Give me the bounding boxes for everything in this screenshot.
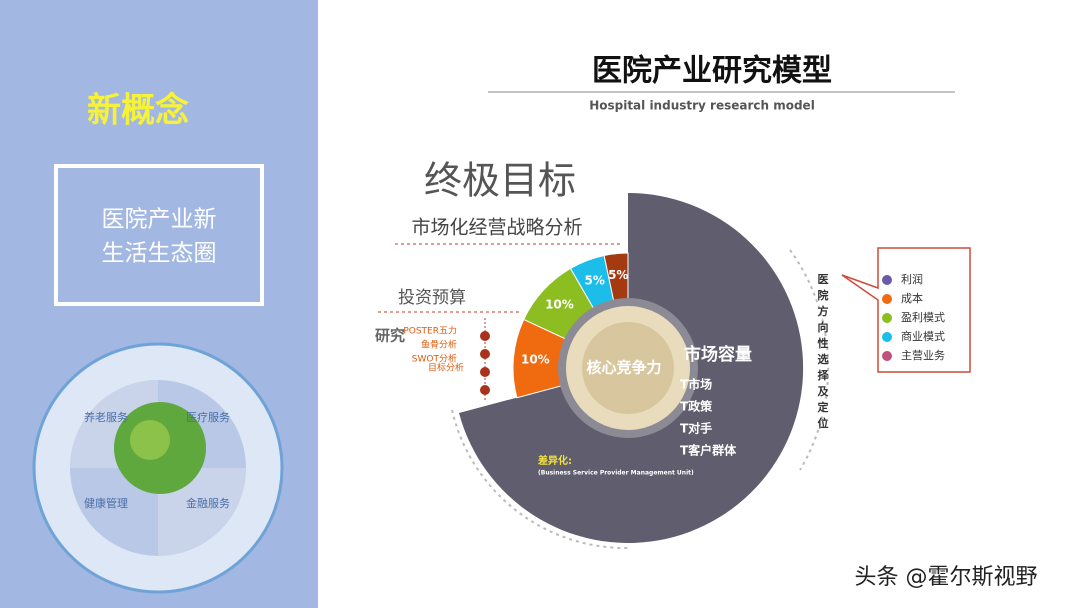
method-dot bbox=[480, 331, 490, 341]
method-dot bbox=[480, 367, 490, 377]
legend-label: 成本 bbox=[901, 291, 923, 305]
method: POSTER五力 bbox=[403, 325, 457, 337]
legend-box bbox=[841, 247, 971, 373]
eco-label: 金融服务 bbox=[186, 496, 230, 510]
market: 市场容量 bbox=[684, 344, 752, 365]
legend-swatch bbox=[882, 332, 892, 342]
goal: 终极目标 bbox=[424, 159, 576, 203]
research: 研究 bbox=[375, 327, 405, 345]
clock-inner bbox=[582, 322, 674, 414]
ecosystem: 养老服务 医疗服务 健康管理 金融服务 bbox=[32, 342, 284, 594]
legend-label: 利润 bbox=[901, 272, 923, 286]
box-text: 医院产业新 bbox=[102, 207, 217, 233]
wedge-label: 10% bbox=[545, 298, 574, 312]
box-text: 生活生态圈 bbox=[102, 241, 217, 267]
title: 医院产业研究模型 bbox=[592, 54, 832, 89]
legend-swatch bbox=[882, 275, 892, 285]
market-item: T市场 bbox=[680, 377, 712, 392]
differentiation: 差异化: bbox=[538, 454, 572, 467]
globe-detail bbox=[130, 420, 170, 460]
arc-guide bbox=[451, 409, 629, 550]
headline: 新概念 bbox=[87, 91, 189, 131]
wedge-label: 10% bbox=[521, 352, 550, 366]
side-label: 医院方向性选择及定位 bbox=[818, 273, 830, 430]
method-dot bbox=[480, 385, 490, 395]
core: 核心竞争力 bbox=[586, 359, 661, 377]
strategy: 市场化经营战略分析 bbox=[411, 217, 582, 239]
differentiation-note: (Business Service Provider Management Un… bbox=[538, 470, 694, 477]
method: SWOT分析 bbox=[412, 353, 457, 365]
legend-label: 主营业务 bbox=[901, 348, 945, 362]
legend-swatch bbox=[882, 313, 892, 323]
legend-label: 商业模式 bbox=[901, 329, 945, 343]
legend-swatch bbox=[882, 351, 892, 361]
wedge-label: 5% bbox=[608, 268, 628, 282]
market-item: T客户群体 bbox=[680, 443, 737, 458]
eco-label: 养老服务 bbox=[84, 410, 128, 424]
eco-quadrant bbox=[158, 468, 246, 556]
wedge-label: 5% bbox=[584, 274, 604, 288]
legend-label: 盈利模式 bbox=[901, 311, 945, 324]
eco-label: 医疗服务 bbox=[186, 410, 230, 424]
method: 鱼骨分析 bbox=[421, 339, 457, 351]
market-item: T对手 bbox=[680, 421, 712, 436]
budget: 投资预算 bbox=[398, 288, 466, 308]
eco-label: 健康管理 bbox=[84, 496, 128, 510]
legend-swatch bbox=[882, 294, 892, 304]
method-dot bbox=[480, 349, 490, 359]
market-item: T政策 bbox=[680, 399, 713, 414]
method: 目标分析 bbox=[428, 362, 464, 374]
subtitle: Hospital industry research model bbox=[589, 99, 815, 113]
watermark: 头条 @霍尔斯视野 bbox=[855, 565, 1038, 590]
concept-box bbox=[54, 164, 264, 306]
